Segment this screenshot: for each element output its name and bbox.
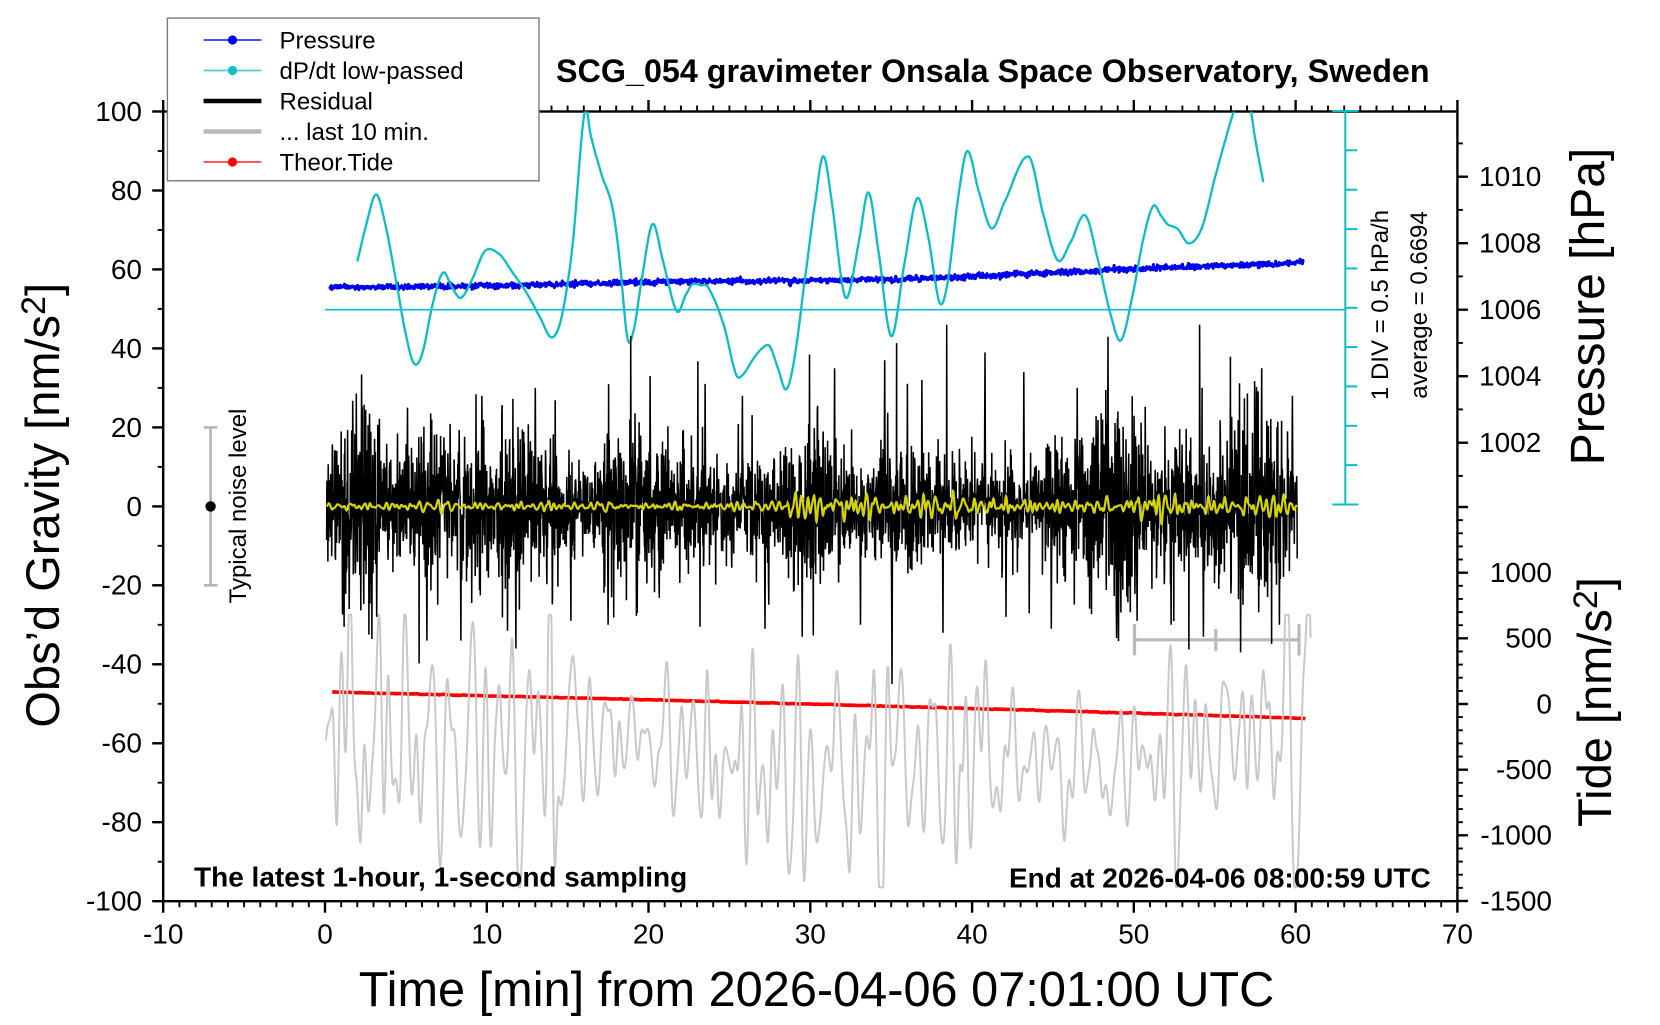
- svg-text:-1000: -1000: [1480, 820, 1552, 851]
- svg-text:50: 50: [1118, 919, 1149, 950]
- svg-text:-100: -100: [86, 886, 142, 917]
- svg-text:1000: 1000: [1490, 557, 1552, 588]
- svg-text:0: 0: [126, 491, 142, 522]
- svg-text:500: 500: [1505, 623, 1552, 654]
- svg-text:-1500: -1500: [1480, 885, 1552, 916]
- svg-text:100: 100: [95, 96, 142, 127]
- svg-text:dP/dt low-passed: dP/dt low-passed: [280, 58, 464, 85]
- svg-text:Typical noise level: Typical noise level: [225, 409, 252, 604]
- svg-text:80: 80: [111, 175, 142, 206]
- svg-text:Pressure: Pressure: [280, 28, 376, 55]
- svg-text:70: 70: [1442, 919, 1473, 950]
- svg-text:1006: 1006: [1479, 294, 1541, 325]
- svg-text:-20: -20: [102, 570, 142, 601]
- svg-text:Residual: Residual: [280, 89, 373, 116]
- svg-text:-500: -500: [1496, 754, 1552, 785]
- svg-text:-80: -80: [102, 807, 142, 838]
- svg-text:... last 10 min.: ... last 10 min.: [280, 119, 429, 146]
- svg-text:average = 0.6694: average = 0.6694: [1406, 211, 1433, 399]
- svg-text:1010: 1010: [1479, 161, 1541, 192]
- svg-text:-40: -40: [102, 649, 142, 680]
- svg-text:Tide [nm/s2]: Tide [nm/s2]: [1567, 577, 1621, 827]
- svg-text:The latest 1-hour, 1-second sa: The latest 1-hour, 1-second sampling: [194, 862, 687, 893]
- svg-text:60: 60: [111, 254, 142, 285]
- svg-text:-10: -10: [143, 919, 183, 950]
- svg-text:1004: 1004: [1479, 361, 1541, 392]
- svg-text:1008: 1008: [1479, 228, 1541, 259]
- svg-text:Pressure [hPa]: Pressure [hPa]: [1562, 148, 1615, 465]
- svg-text:60: 60: [1280, 919, 1311, 950]
- svg-text:1002: 1002: [1479, 427, 1541, 458]
- svg-text:20: 20: [633, 919, 664, 950]
- svg-text:20: 20: [111, 412, 142, 443]
- svg-text:0: 0: [1536, 688, 1552, 719]
- svg-text:30: 30: [795, 919, 826, 950]
- svg-text:40: 40: [111, 333, 142, 364]
- svg-text:1 DIV = 0.5 hPa/h: 1 DIV = 0.5 hPa/h: [1367, 210, 1394, 400]
- svg-text:End at 2026-04-06 08:00:59 UTC: End at 2026-04-06 08:00:59 UTC: [1009, 863, 1431, 894]
- svg-text:40: 40: [957, 919, 988, 950]
- svg-text:SCG_054 gravimeter Onsala Spac: SCG_054 gravimeter Onsala Space Observat…: [556, 53, 1430, 89]
- svg-text:10: 10: [471, 919, 502, 950]
- svg-text:0: 0: [317, 919, 333, 950]
- svg-text:Time [min] from 2026-04-06 07:: Time [min] from 2026-04-06 07:01:00 UTC: [359, 963, 1275, 1017]
- svg-text:Obs’d Gravity [nm/s2]: Obs’d Gravity [nm/s2]: [15, 283, 69, 728]
- svg-text:-60: -60: [102, 728, 142, 759]
- svg-text:Theor.Tide: Theor.Tide: [280, 150, 394, 177]
